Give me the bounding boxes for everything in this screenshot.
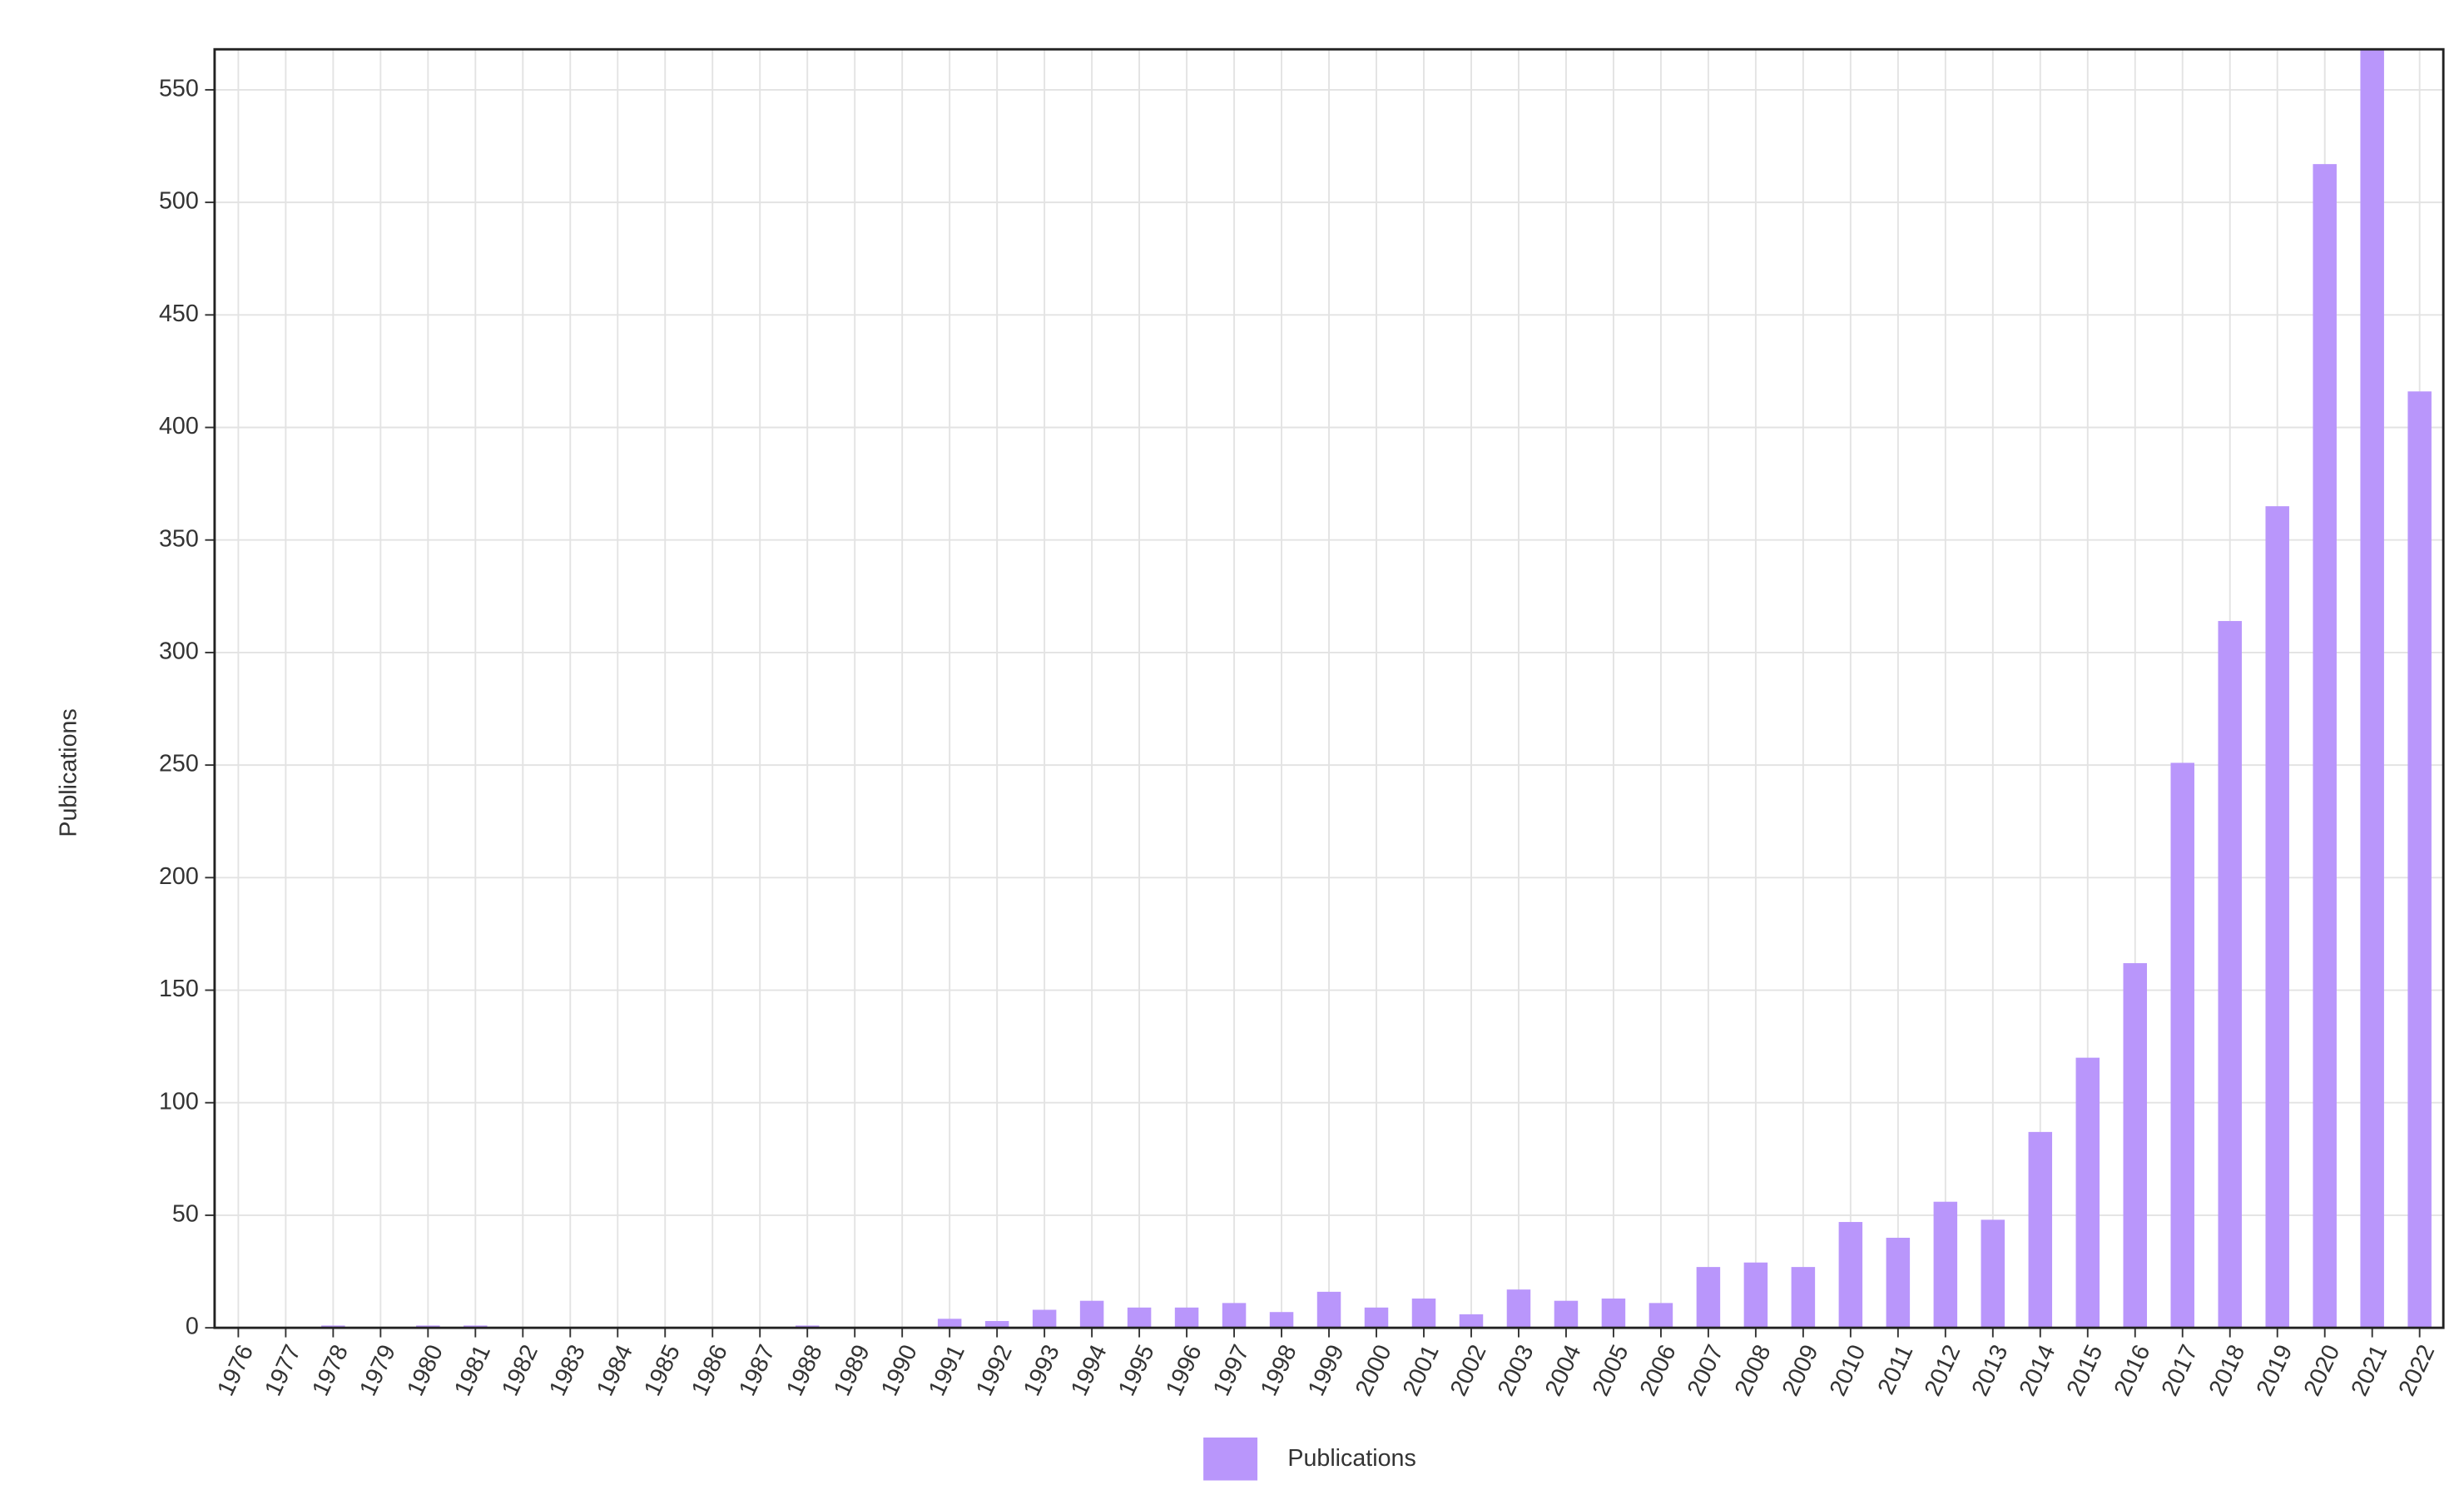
bar bbox=[1791, 1267, 1816, 1329]
x-tick-label: 1987 bbox=[734, 1341, 781, 1400]
bar bbox=[1316, 1291, 1341, 1329]
x-tick-label: 1984 bbox=[592, 1341, 638, 1400]
x-tick-label: 2001 bbox=[1398, 1341, 1445, 1400]
y-tick-label: 250 bbox=[159, 751, 199, 777]
x-tick-label: 1994 bbox=[1066, 1341, 1113, 1400]
x-tick-label: 1991 bbox=[924, 1341, 970, 1400]
bar bbox=[1269, 1312, 1294, 1329]
x-tick-label: 2011 bbox=[1872, 1341, 1918, 1398]
bar bbox=[1981, 1219, 2005, 1329]
y-tick-label: 300 bbox=[159, 638, 199, 664]
x-tick-label: 2004 bbox=[1540, 1341, 1587, 1400]
x-tick-label: 2015 bbox=[2062, 1341, 2109, 1400]
x-tick-label: 1980 bbox=[402, 1341, 449, 1400]
bar bbox=[1032, 1309, 1057, 1329]
bar bbox=[1411, 1298, 1436, 1329]
bar bbox=[2313, 164, 2337, 1329]
x-tick-label: 2014 bbox=[2015, 1341, 2061, 1400]
x-tick-label: 2010 bbox=[1825, 1341, 1872, 1400]
x-tick-label: 2021 bbox=[2346, 1341, 2392, 1400]
x-tick-label: 2009 bbox=[1777, 1341, 1824, 1400]
x-tick-label: 1979 bbox=[354, 1341, 401, 1400]
x-tick-label: 1996 bbox=[1161, 1341, 1207, 1400]
y-tick-label: 150 bbox=[159, 976, 199, 1002]
x-tick-label: 2002 bbox=[1445, 1341, 1492, 1400]
bar bbox=[1222, 1303, 1247, 1329]
plot-frame bbox=[213, 47, 2445, 1329]
bar bbox=[2123, 963, 2148, 1329]
x-tick-label: 1997 bbox=[1208, 1341, 1255, 1400]
x-tick-label: 2003 bbox=[1493, 1341, 1539, 1400]
bar bbox=[2265, 506, 2289, 1329]
bar bbox=[1459, 1314, 1484, 1329]
bar bbox=[1174, 1307, 1199, 1329]
x-tick-label: 2013 bbox=[1967, 1341, 2014, 1400]
bar bbox=[1079, 1300, 1104, 1329]
y-axis-label: Publications bbox=[56, 708, 82, 837]
legend-swatch bbox=[1203, 1437, 1258, 1481]
x-tick-label: 2006 bbox=[1635, 1341, 1682, 1400]
bar bbox=[1696, 1267, 1721, 1329]
x-tick-label: 1993 bbox=[1019, 1341, 1065, 1400]
x-tick-label: 1990 bbox=[876, 1341, 923, 1400]
x-tick-label: 2016 bbox=[2109, 1341, 2155, 1400]
x-tick-label: 1986 bbox=[687, 1341, 733, 1400]
x-tick-label: 2007 bbox=[1683, 1341, 1729, 1400]
y-tick-label: 50 bbox=[172, 1200, 199, 1227]
x-tick-label: 1988 bbox=[781, 1341, 828, 1400]
bar bbox=[2028, 1131, 2053, 1329]
x-tick-label: 2018 bbox=[2204, 1341, 2250, 1400]
y-tick-label: 200 bbox=[159, 863, 199, 890]
y-tick-label: 500 bbox=[159, 188, 199, 215]
bar bbox=[2075, 1057, 2100, 1329]
y-tick-label: 450 bbox=[159, 300, 199, 327]
bar bbox=[984, 1321, 1009, 1329]
x-tick-label: 1977 bbox=[260, 1341, 306, 1400]
bar bbox=[1838, 1222, 1863, 1329]
x-tick-label: 2019 bbox=[2251, 1341, 2298, 1400]
bar bbox=[1127, 1307, 1152, 1329]
x-tick-label: 1985 bbox=[639, 1341, 686, 1400]
y-tick-label: 550 bbox=[159, 75, 199, 102]
y-tick-label: 350 bbox=[159, 525, 199, 552]
x-tick-label: 1983 bbox=[544, 1341, 591, 1400]
bar bbox=[2360, 49, 2384, 1329]
legend-label: Publications bbox=[1287, 1445, 1415, 1472]
x-tick-label: 2020 bbox=[2298, 1341, 2345, 1400]
bar bbox=[1886, 1237, 1911, 1329]
x-tick-label: 1976 bbox=[212, 1341, 259, 1400]
bar bbox=[1364, 1307, 1389, 1329]
x-tick-label: 1998 bbox=[1256, 1341, 1302, 1400]
x-tick-label: 2017 bbox=[2156, 1341, 2203, 1400]
x-tick-label: 1989 bbox=[829, 1341, 875, 1400]
x-tick-label: 2005 bbox=[1588, 1341, 1634, 1400]
y-tick-label: 100 bbox=[159, 1088, 199, 1115]
bar bbox=[1648, 1303, 1673, 1329]
bar bbox=[1506, 1289, 1531, 1329]
x-tick-label: 1995 bbox=[1113, 1341, 1160, 1400]
x-tick-label: 1982 bbox=[497, 1341, 543, 1400]
x-tick-label: 2000 bbox=[1351, 1341, 1397, 1400]
x-tick-label: 1999 bbox=[1303, 1341, 1350, 1400]
x-tick-label: 1992 bbox=[971, 1341, 1018, 1400]
bar bbox=[1743, 1262, 1768, 1329]
x-tick-label: 1978 bbox=[307, 1341, 354, 1400]
x-tick-label: 1981 bbox=[449, 1341, 496, 1400]
bar bbox=[2407, 391, 2432, 1329]
x-tick-label: 2022 bbox=[2393, 1341, 2440, 1400]
bar bbox=[2218, 621, 2242, 1329]
y-tick-label: 0 bbox=[186, 1314, 199, 1340]
bar bbox=[1601, 1298, 1626, 1329]
bar bbox=[1933, 1201, 1958, 1329]
x-tick-label: 2012 bbox=[1920, 1341, 1966, 1400]
x-tick-label: 2008 bbox=[1730, 1341, 1777, 1400]
bar bbox=[937, 1319, 962, 1329]
y-tick-label: 400 bbox=[159, 413, 199, 440]
bar bbox=[1554, 1300, 1579, 1329]
bar bbox=[2170, 762, 2194, 1329]
